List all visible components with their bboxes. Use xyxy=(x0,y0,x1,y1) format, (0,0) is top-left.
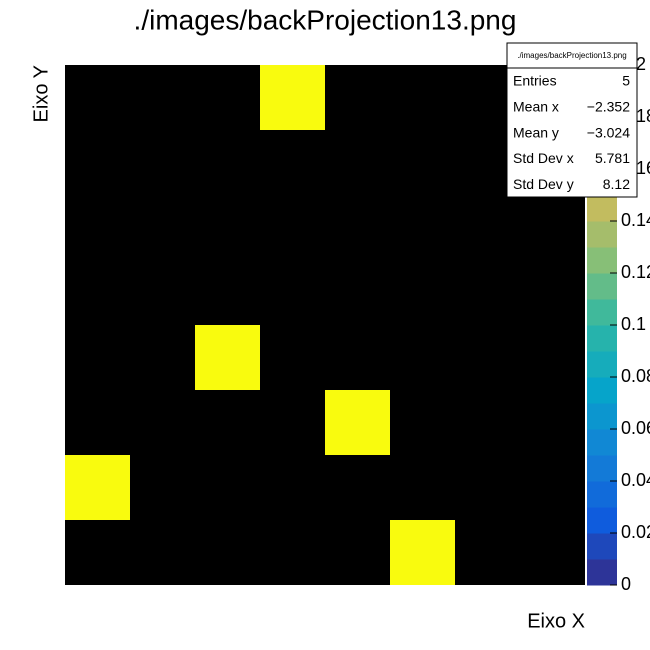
chart-title: ./images/backProjection13.png xyxy=(134,4,517,35)
heat-cell xyxy=(65,455,130,520)
heat-cell xyxy=(325,390,390,455)
stats-box: ./images/backProjection13.png Entries 5 Mea… xyxy=(506,42,638,198)
palette-band xyxy=(587,481,617,508)
y-axis-label: Eixo Y xyxy=(30,65,52,122)
palette-band xyxy=(587,273,617,300)
stats-label: Mean y xyxy=(513,124,559,140)
stats-title: ./images/backProjection13.png xyxy=(517,51,626,60)
z-tick-label: 0.04 xyxy=(621,470,650,490)
stats-value: 5 xyxy=(622,73,630,89)
z-tick-label: 0.12 xyxy=(621,262,650,282)
stats-value: −3.024 xyxy=(587,124,630,140)
heat-cell xyxy=(195,325,260,390)
stats-value: −2.352 xyxy=(587,99,630,115)
plot-background xyxy=(65,65,585,585)
plot-area xyxy=(65,65,585,585)
z-tick-label: 0.1 xyxy=(621,314,646,334)
stats-label: Std Dev x xyxy=(513,150,574,166)
palette-band xyxy=(587,533,617,560)
x-axis-label: Eixo X xyxy=(527,610,585,632)
stats-value: 5.781 xyxy=(595,150,630,166)
palette-band xyxy=(587,351,617,378)
palette-band xyxy=(587,507,617,534)
z-tick-label: 0 xyxy=(621,574,631,594)
palette-band xyxy=(587,455,617,482)
z-tick-label: 0.08 xyxy=(621,366,650,386)
z-tick-label: 0.02 xyxy=(621,522,650,542)
palette-band xyxy=(587,377,617,404)
z-tick-label: 0.14 xyxy=(621,210,650,230)
stats-frame xyxy=(506,42,638,198)
palette-band xyxy=(587,299,617,326)
palette-band xyxy=(587,429,617,456)
palette-band xyxy=(587,247,617,274)
stats-value: 8.12 xyxy=(603,176,630,192)
stats-label: Std Dev y xyxy=(513,176,574,192)
palette-band xyxy=(587,325,617,352)
palette-band xyxy=(587,221,617,248)
palette-band xyxy=(587,195,617,222)
heat-cell xyxy=(260,65,325,130)
heat-cell xyxy=(390,520,455,585)
stats-label: Mean x xyxy=(513,99,559,115)
palette-band xyxy=(587,559,617,586)
palette-band xyxy=(587,403,617,430)
stats-label: Entries xyxy=(513,73,557,89)
z-tick-label: 0.06 xyxy=(621,418,650,438)
